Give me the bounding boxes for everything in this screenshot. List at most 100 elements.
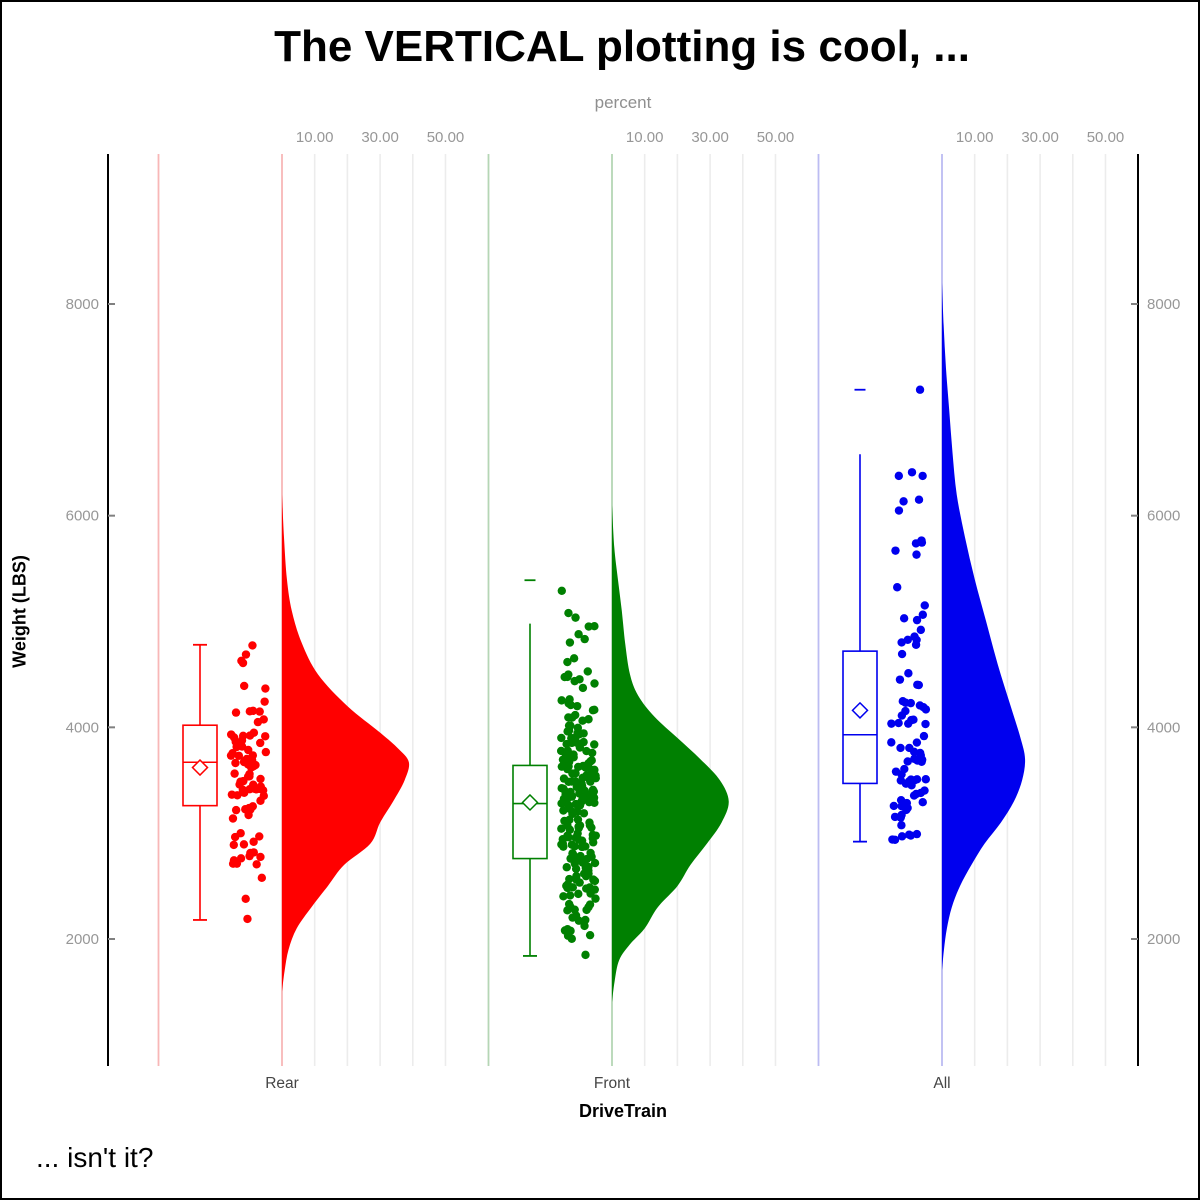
jitter-point-all: [915, 385, 925, 394]
jitter-point-front: [557, 696, 566, 705]
jitter-point-rear: [230, 769, 239, 778]
violin-rear: [282, 494, 410, 992]
chart-title: The VERTICAL plotting is cool, ...: [274, 22, 970, 71]
jitter-point-all: [897, 711, 907, 720]
jitter-point-all: [921, 719, 930, 729]
jitter-point-all: [899, 614, 909, 623]
jitter-point-front: [571, 613, 580, 622]
jitter-point-front: [577, 836, 587, 845]
jitter-point-front: [586, 848, 595, 858]
jitter-point-rear: [248, 641, 257, 650]
jitter-point-front: [570, 842, 579, 851]
jitter-point-rear: [239, 757, 249, 767]
jitter-point-rear: [230, 832, 240, 842]
jitter-point-front: [584, 715, 593, 724]
jitter-point-front: [575, 878, 584, 887]
jitter-point-all: [917, 757, 926, 767]
jitter-point-rear: [260, 697, 269, 706]
percent-tick-label: 50.00: [757, 129, 795, 146]
jitter-point-front: [559, 842, 568, 851]
jitter-point-front: [573, 723, 583, 733]
percent-tick-label: 10.00: [296, 129, 334, 146]
percent-axis-title: percent: [594, 93, 652, 112]
jitter-point-front: [572, 701, 582, 711]
mean-diamond-rear: [191, 758, 209, 777]
jitter-point-front: [590, 858, 600, 868]
mean-diamond-front: [521, 793, 539, 812]
jitter-point-front: [564, 777, 573, 787]
jitter-point-rear: [234, 751, 244, 760]
jitter-point-all: [891, 546, 900, 555]
jitter-point-front: [574, 889, 583, 899]
jitter-point-rear: [255, 707, 264, 716]
violin-all: [942, 282, 1026, 971]
jitter-point-front: [581, 863, 590, 873]
jitter-point-all: [897, 649, 907, 659]
jitter-point-rear: [261, 684, 270, 693]
jitter-point-rear: [237, 656, 246, 665]
jitter-point-all: [918, 798, 927, 807]
jitter-point-front: [578, 842, 587, 852]
jitter-point-front: [575, 730, 584, 739]
jitter-point-all: [912, 635, 921, 645]
jitter-point-all: [897, 770, 906, 779]
jitter-point-rear: [252, 785, 261, 794]
footer-note: ... isn't it?: [36, 1142, 154, 1173]
jitter-point-all: [909, 715, 918, 724]
jitter-point-all: [899, 497, 908, 506]
jitter-point-rear: [243, 914, 252, 924]
jitter-point-rear: [226, 730, 236, 739]
jitter-point-all: [906, 698, 915, 708]
jitter-point-front: [560, 672, 569, 682]
jitter-point-front: [587, 756, 596, 765]
jitter-point-rear: [241, 805, 250, 814]
jitter-point-rear: [228, 814, 238, 823]
percent-tick-label: 50.00: [1087, 129, 1125, 146]
jitter-point-front: [581, 950, 590, 960]
jitter-point-rear: [226, 751, 236, 760]
jitter-point-all: [896, 743, 905, 753]
jitter-point-front: [571, 833, 580, 842]
y-tick-label: 6000: [66, 508, 99, 525]
jitter-point-all: [896, 813, 905, 822]
jitter-point-all: [917, 536, 926, 545]
jitter-point-front: [585, 930, 595, 940]
jitter-point-all: [896, 776, 906, 785]
jitter-point-rear: [233, 791, 242, 800]
jitter-point-front: [590, 705, 599, 715]
jitter-point-all: [897, 821, 906, 830]
jitter-point-rear: [248, 706, 258, 716]
jitter-point-all: [894, 718, 903, 728]
jitter-point-front: [581, 915, 590, 925]
jitter-point-front: [580, 634, 589, 644]
jitter-point-front: [564, 713, 573, 722]
jitter-point-front: [571, 777, 580, 786]
jitter-point-front: [569, 654, 579, 663]
category-label-rear: Rear: [265, 1075, 299, 1092]
jitter-point-rear: [231, 758, 240, 768]
jitter-point-front: [591, 831, 600, 840]
jitter-point-all: [909, 747, 919, 757]
jitter-point-rear: [239, 840, 249, 849]
jitter-point-front: [566, 926, 575, 936]
jitter-point-rear: [235, 780, 244, 789]
jitter-point-all: [887, 719, 896, 728]
jitter-point-rear: [259, 715, 268, 724]
jitter-point-front: [587, 823, 596, 832]
jitter-point-front: [561, 790, 570, 799]
jitter-point-front: [563, 746, 572, 755]
jitter-point-front: [590, 740, 599, 749]
jitter-point-all: [904, 669, 913, 678]
category-label-all: All: [933, 1075, 950, 1092]
jitter-point-front: [579, 809, 589, 818]
jitter-point-front: [557, 733, 566, 743]
jitter-point-all: [912, 615, 922, 625]
jitter-point-all: [897, 638, 906, 647]
jitter-point-front: [563, 657, 572, 667]
jitter-point-rear: [249, 761, 258, 771]
y-tick-label: 2000: [66, 931, 99, 948]
jitter-point-all: [918, 610, 928, 619]
jitter-point-all: [916, 751, 925, 760]
y-tick-label: 4000: [1147, 719, 1180, 736]
